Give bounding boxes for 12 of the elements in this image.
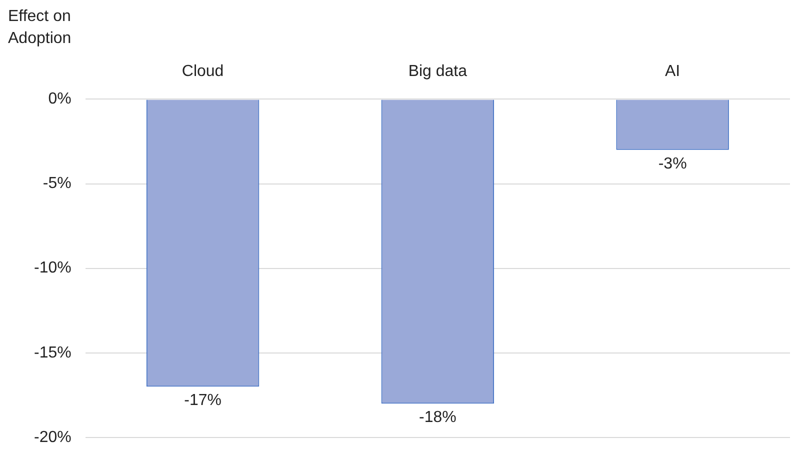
y-tick-label: -10% [34,260,72,277]
data-label: -3% [658,155,687,172]
x-tick-label: Big data [408,63,468,80]
data-label: -17% [184,392,222,410]
data-label: -18% [418,408,456,426]
y-tick-label: 0% [48,90,72,108]
y-tick-label: -15% [34,344,72,362]
y-tick-label: -20% [34,428,72,446]
x-tick-label: AI [664,63,680,80]
y-axis-title: Effect on Adoption [8,7,72,49]
x-tick-label: Cloud [182,63,224,80]
y-tick-label: -5% [42,175,72,192]
